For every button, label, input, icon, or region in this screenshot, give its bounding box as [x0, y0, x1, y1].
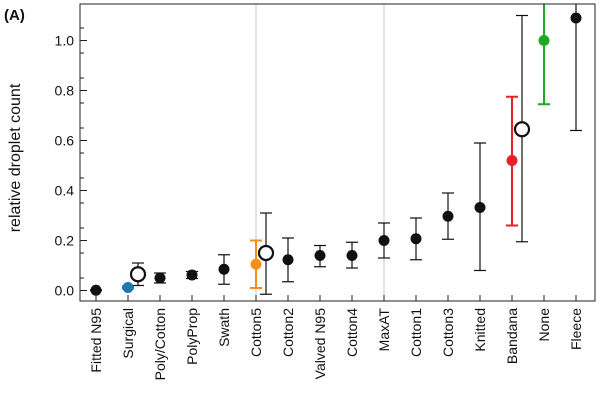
- x-tick-label-maxat: MaxAT: [376, 308, 392, 352]
- y-tick-label: 0.2: [55, 233, 75, 249]
- point-surgical: [122, 282, 134, 293]
- open-point-bandana: [513, 121, 531, 138]
- point-fitted-n95: [90, 284, 102, 296]
- x-ticks: Fitted N95 Surgical Poly/Cotton PolyProp Swa…: [88, 295, 584, 380]
- point-fleece: [570, 12, 582, 24]
- point-cotton3: [442, 210, 454, 222]
- y-tick-label: 1.0: [55, 33, 75, 49]
- x-tick-label-cotton1: Cotton1: [408, 308, 424, 357]
- y-ticks: 0.0 0.2 0.4 0.6 0.8 1.0: [55, 27, 87, 299]
- x-tick-label-polyprop: PolyProp: [184, 308, 200, 365]
- x-tick-label-fleece: Fleece: [568, 308, 584, 350]
- open-point-cotton5: [257, 244, 275, 262]
- x-tick-label-bandana: Bandana: [504, 308, 520, 364]
- y-tick-label: 0.0: [55, 283, 75, 299]
- x-tick-label-poly-cotton: Poly/Cotton: [152, 308, 168, 380]
- open-point-surgical: [129, 266, 147, 283]
- axes: [79, 3, 596, 302]
- error-bars: [90, 4, 582, 295]
- point-poly-cotton: [154, 272, 166, 284]
- point-bandana: [506, 155, 518, 166]
- y-tick-label: 0.6: [55, 133, 75, 149]
- point-polyprop: [186, 269, 198, 281]
- x-tick-label-valved-n95: Valved N95: [312, 308, 328, 380]
- x-tick-label-cotton3: Cotton3: [440, 308, 456, 357]
- point-knitted: [474, 202, 486, 213]
- x-tick-label-knitted: Knitted: [472, 308, 488, 352]
- plot-frame: [79, 3, 596, 302]
- point-swath: [218, 263, 230, 275]
- x-tick-label-surgical: Surgical: [120, 308, 136, 359]
- x-tick-label-none: None: [536, 308, 552, 342]
- point-cotton5: [250, 258, 262, 270]
- x-tick-label-cotton5: Cotton5: [248, 308, 264, 357]
- x-tick-label-fitted-n95: Fitted N95: [88, 308, 104, 373]
- panel-label: (A): [4, 7, 25, 24]
- data-points: [90, 12, 582, 296]
- x-tick-label-cotton4: Cotton4: [344, 308, 360, 357]
- point-maxat: [378, 235, 390, 246]
- point-cotton2: [282, 254, 294, 266]
- point-cotton4: [346, 250, 358, 261]
- point-cotton1: [410, 233, 422, 245]
- x-tick-label-cotton2: Cotton2: [280, 308, 296, 357]
- y-axis-label: relative droplet count: [7, 83, 24, 232]
- point-valved-n95: [314, 250, 326, 261]
- y-tick-label: 0.8: [55, 83, 75, 99]
- x-tick-label-swath: Swath: [216, 308, 232, 347]
- y-tick-label: 0.4: [55, 183, 75, 199]
- point-none: [538, 35, 550, 46]
